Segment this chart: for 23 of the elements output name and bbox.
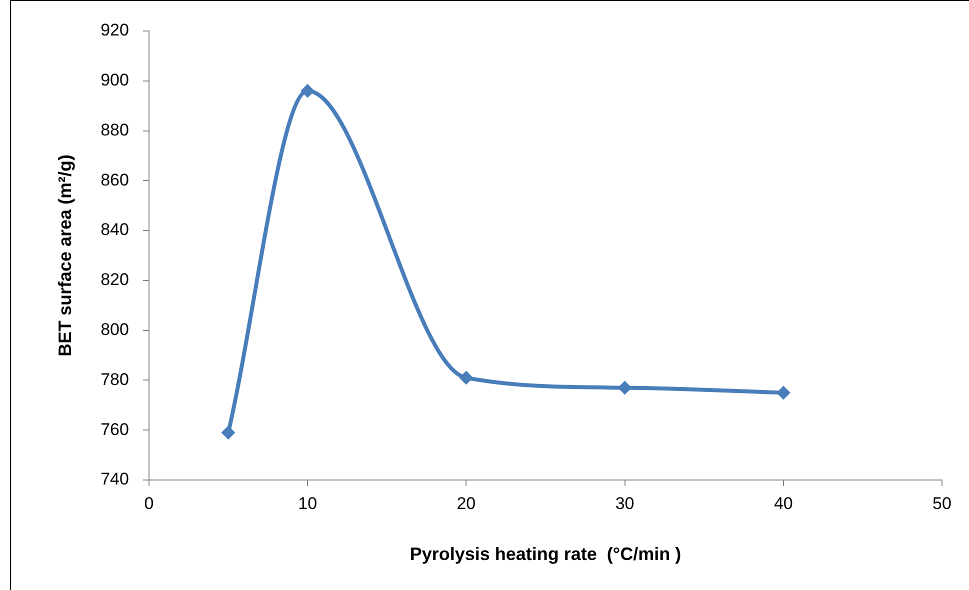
- x-tick-label: 30: [615, 494, 634, 513]
- x-tick-label: 10: [298, 494, 318, 513]
- y-tick-label: 900: [100, 70, 129, 90]
- x-tick-label: 0: [144, 494, 154, 513]
- y-tick-label: 740: [100, 470, 129, 489]
- y-tick-label: 800: [100, 320, 129, 340]
- point: [618, 380, 632, 395]
- point: [221, 426, 236, 440]
- x-tick-label: 20: [456, 494, 476, 513]
- y-tick-label: 880: [100, 120, 129, 140]
- y-tick-label: 820: [100, 270, 129, 290]
- y-axis-title: BET surface area (m²/g): [54, 154, 75, 357]
- y-tick-label: 760: [100, 420, 129, 439]
- x-tick-label: 40: [774, 494, 793, 513]
- point: [459, 370, 474, 385]
- y-tick-label: 840: [100, 220, 129, 240]
- y-tick-label: 780: [100, 370, 129, 389]
- point: [300, 84, 315, 98]
- point: [776, 386, 790, 400]
- x-tick-label: 50: [932, 494, 952, 513]
- y-tick-label: 860: [100, 170, 129, 190]
- y-tick-label: 920: [100, 20, 129, 40]
- x-axis-title: Pyrolysis heating rate (°C/min ): [410, 544, 682, 564]
